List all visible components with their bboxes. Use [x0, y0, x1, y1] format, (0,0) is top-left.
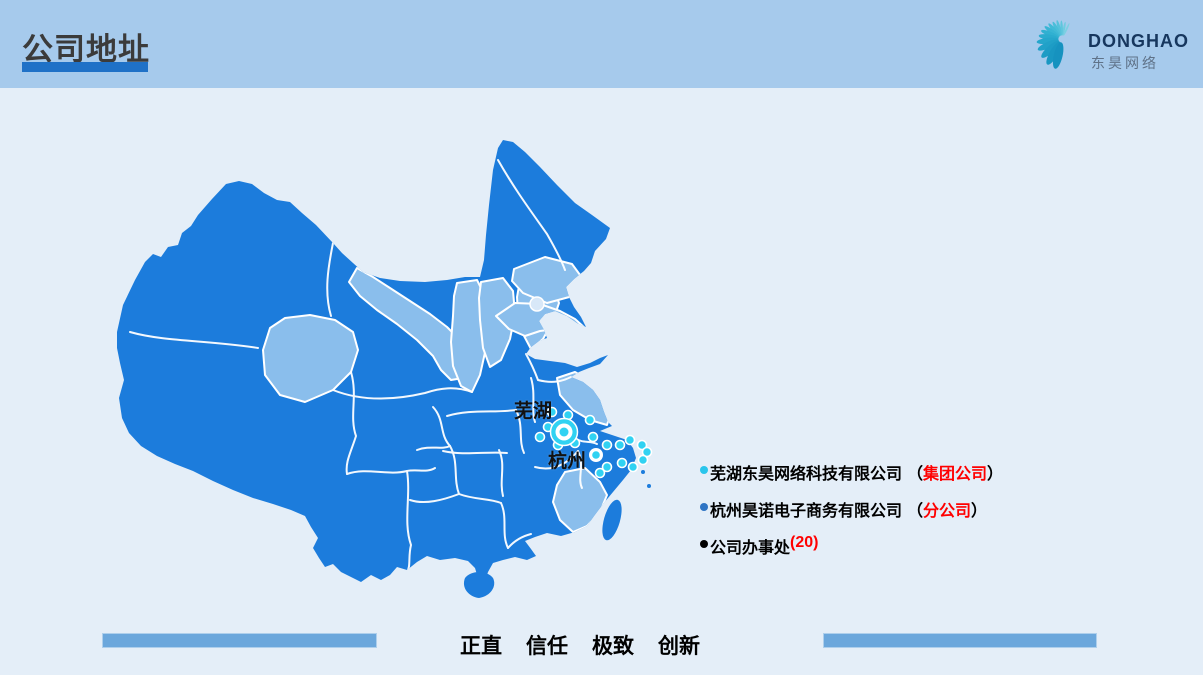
- logo-wordmark: DONGHAO: [1088, 31, 1189, 51]
- legend-bullet-black: [700, 540, 708, 548]
- legend-item-offices: 公司办事处(20): [700, 534, 1003, 571]
- office-dots: [534, 406, 653, 479]
- island-taiwan: [602, 499, 622, 541]
- header-band: 公司地址: [0, 0, 1203, 88]
- legend-company-name: 芜湖东昊网络科技有限公司: [710, 466, 903, 483]
- legend-bullet-cyan: [700, 466, 708, 474]
- china-map: [117, 140, 653, 598]
- map-label-hangzhou: 杭州: [548, 451, 587, 472]
- slogan-word: 创新: [658, 635, 700, 658]
- accent-bar-right: [823, 633, 1097, 648]
- slogan-word: 信任: [526, 635, 568, 658]
- slogan-word: 正直: [460, 635, 502, 658]
- marker-hangzhou-branch: [589, 448, 603, 462]
- map-label-wuhu: 芜湖: [514, 401, 553, 422]
- legend-item-group-company: 芜湖东昊网络科技有限公司（集团公司）: [700, 460, 1003, 497]
- logo-subtitle: 东昊网络: [1091, 55, 1159, 71]
- legend-tag: 分公司: [923, 503, 972, 520]
- page-title: 公司地址: [22, 32, 150, 67]
- region-beijing: [529, 296, 545, 312]
- accent-bar-left: [102, 633, 377, 648]
- legend-item-branch-company: 杭州昊诺电子商务有限公司（分公司）: [700, 497, 1003, 534]
- company-slogan: 正直 信任 极致 创新: [380, 630, 780, 660]
- company-logo: DONGHAO 东昊网络: [1024, 4, 1189, 84]
- map-legend: 芜湖东昊网络科技有限公司（集团公司） 杭州昊诺电子商务有限公司（分公司） 公司办…: [700, 460, 1003, 571]
- china-mainland: [117, 140, 636, 582]
- province-shanxi: [478, 277, 516, 368]
- province-qinghai: [262, 314, 359, 403]
- legend-tag: 集团公司: [923, 466, 988, 483]
- legend-company-name: 公司办事处: [710, 540, 791, 557]
- fan-feather-icon: [1036, 20, 1070, 69]
- marker-wuhu-hq: [549, 417, 579, 447]
- province-fujian: [552, 467, 608, 533]
- legend-office-count: 20: [795, 534, 814, 551]
- legend-company-name: 杭州昊诺电子商务有限公司: [710, 503, 903, 520]
- island-hainan: [463, 572, 495, 598]
- title-underline: [22, 62, 148, 72]
- slogan-word: 极致: [592, 635, 634, 658]
- legend-bullet-blue: [700, 503, 708, 511]
